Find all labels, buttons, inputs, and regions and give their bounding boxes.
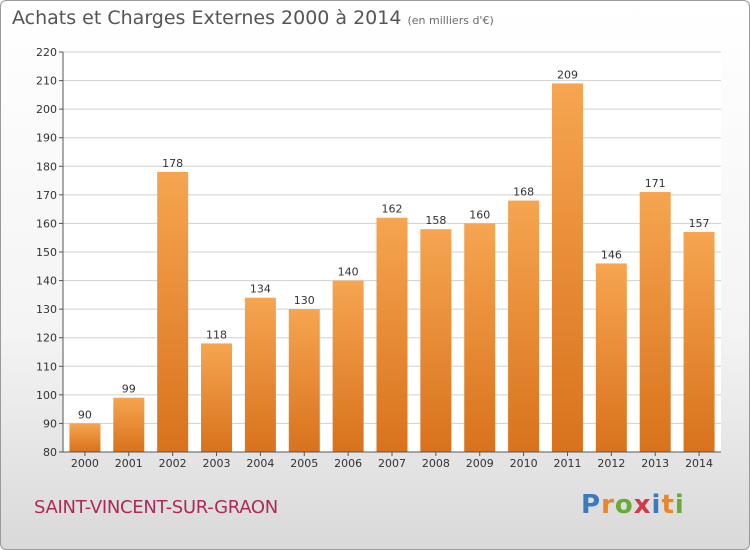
logo-letter: t [661, 490, 675, 520]
x-tick-label: 2007 [378, 457, 406, 470]
x-tick-label: 2001 [115, 457, 143, 470]
logo-letter: x [633, 490, 652, 520]
x-tick-label: 2002 [159, 457, 187, 470]
x-tick-label: 2009 [466, 457, 494, 470]
y-tick-label: 80 [43, 446, 57, 459]
x-tick-label: 2011 [553, 457, 581, 470]
y-tick-label: 210 [36, 75, 57, 88]
logo-letter: i [651, 490, 662, 520]
x-tick-label: 2000 [71, 457, 99, 470]
bar [288, 309, 320, 452]
bar [113, 397, 145, 452]
y-tick-label: 90 [43, 417, 57, 430]
chart-unit: (en milliers d'€) [407, 14, 494, 27]
bar [157, 172, 189, 452]
data-label: 90 [78, 408, 92, 421]
data-label: 158 [425, 214, 446, 227]
data-label: 160 [469, 208, 490, 221]
x-tick-label: 2012 [597, 457, 625, 470]
data-label: 140 [338, 266, 359, 279]
logo-letter: o [614, 490, 634, 520]
x-tick-label: 2010 [510, 457, 538, 470]
data-label: 118 [206, 328, 227, 341]
x-tick-label: 2005 [290, 457, 318, 470]
logo-letter: r [601, 490, 615, 520]
y-tick-label: 160 [36, 217, 57, 230]
data-label: 146 [601, 248, 622, 261]
bar [639, 192, 671, 452]
y-tick-label: 120 [36, 332, 57, 345]
data-label: 168 [513, 186, 534, 199]
bar [420, 229, 452, 452]
x-tick-label: 2013 [641, 457, 669, 470]
y-tick-label: 170 [36, 189, 57, 202]
y-tick-label: 190 [36, 132, 57, 145]
y-tick-label: 200 [36, 103, 57, 116]
commune-name: SAINT-VINCENT-SUR-GRAON [34, 497, 278, 518]
data-label: 162 [382, 203, 403, 216]
bar [201, 343, 233, 452]
y-tick-label: 110 [36, 360, 57, 373]
bar [508, 200, 540, 452]
y-tick-label: 180 [36, 160, 57, 173]
x-tick-label: 2008 [422, 457, 450, 470]
y-tick-label: 130 [36, 303, 57, 316]
bar [551, 83, 583, 452]
bar [332, 280, 364, 452]
data-label: 99 [122, 383, 136, 396]
bar [376, 217, 408, 452]
bar [69, 423, 101, 452]
bar [244, 297, 276, 452]
logo-letter: P [581, 490, 602, 520]
data-label: 134 [250, 283, 271, 296]
x-tick-label: 2006 [334, 457, 362, 470]
y-tick-label: 220 [36, 46, 57, 59]
y-tick-label: 100 [36, 389, 57, 402]
x-tick-label: 2004 [246, 457, 274, 470]
bar [464, 223, 496, 452]
y-tick-label: 150 [36, 246, 57, 259]
data-label: 171 [645, 177, 666, 190]
y-tick-label: 140 [36, 275, 57, 288]
bar [683, 232, 715, 452]
bar [595, 263, 627, 452]
proxiti-logo: Proxiti [581, 490, 685, 520]
logo-letter: i [674, 490, 685, 520]
data-label: 209 [557, 68, 578, 81]
chart-title-row: Achats et Charges Externes 2000 à 2014 (e… [12, 7, 494, 29]
data-label: 130 [294, 294, 315, 307]
x-tick-label: 2014 [685, 457, 713, 470]
data-label: 178 [162, 157, 183, 170]
chart-title: Achats et Charges Externes 2000 à 2014 [12, 7, 402, 29]
data-label: 157 [689, 217, 710, 230]
x-tick-label: 2003 [203, 457, 231, 470]
